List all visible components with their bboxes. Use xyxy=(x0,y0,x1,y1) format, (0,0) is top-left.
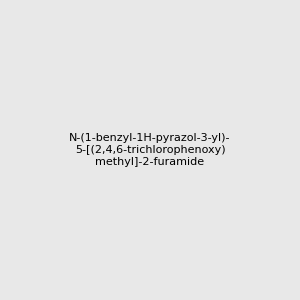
Text: N-(1-benzyl-1H-pyrazol-3-yl)-
5-[(2,4,6-trichlorophenoxy)
methyl]-2-furamide: N-(1-benzyl-1H-pyrazol-3-yl)- 5-[(2,4,6-… xyxy=(69,134,231,166)
